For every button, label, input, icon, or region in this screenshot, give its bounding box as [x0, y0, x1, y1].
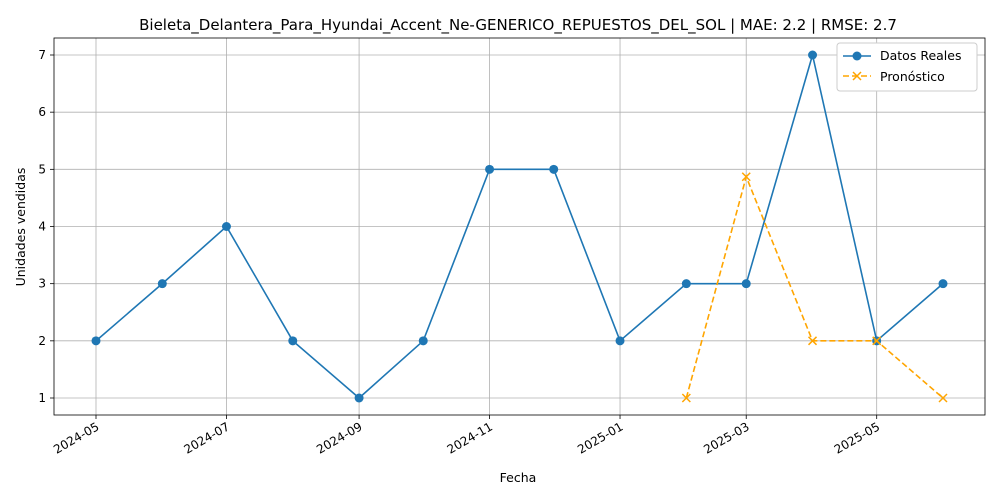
x-tick-label: 2024-11	[445, 419, 495, 456]
legend-label-datos-reales: Datos Reales	[880, 48, 961, 63]
chart-title: Bieleta_Delantera_Para_Hyundai_Accent_Ne…	[139, 16, 897, 35]
y-axis-label: Unidades vendidas	[13, 168, 28, 287]
data-point	[549, 165, 558, 174]
y-tick-label: 7	[38, 48, 46, 62]
legend-label-pronostico: Pronóstico	[880, 69, 945, 84]
data-point	[288, 336, 297, 345]
data-point	[419, 336, 428, 345]
series-line-1	[686, 177, 943, 398]
x-tick-label: 2024-09	[314, 419, 364, 456]
x-tick-label: 2025-01	[575, 419, 625, 456]
y-tick-label: 2	[38, 334, 46, 348]
y-tick-label: 6	[38, 105, 46, 119]
x-tick-label: 2024-07	[182, 419, 232, 456]
data-point	[742, 279, 751, 288]
y-tick-label: 3	[38, 277, 46, 291]
legend: Datos Reales Pronóstico	[837, 43, 977, 91]
data-point	[808, 51, 817, 60]
x-tick-label: 2024-05	[51, 419, 101, 456]
data-point	[92, 336, 101, 345]
y-tick-label: 4	[38, 220, 46, 234]
data-point	[222, 222, 231, 231]
data-point	[158, 279, 167, 288]
x-tick-label: 2025-03	[701, 419, 751, 456]
y-tick-label: 5	[38, 162, 46, 176]
data-point	[355, 394, 364, 403]
data-point	[485, 165, 494, 174]
data-point	[616, 336, 625, 345]
y-tick-label: 1	[38, 391, 46, 405]
x-axis-label: Fecha	[500, 470, 537, 485]
data-point	[939, 279, 948, 288]
grid	[54, 38, 985, 415]
data-point	[682, 279, 691, 288]
x-tick-label: 2025-05	[832, 419, 882, 456]
legend-marker-datos-reales	[853, 52, 862, 61]
